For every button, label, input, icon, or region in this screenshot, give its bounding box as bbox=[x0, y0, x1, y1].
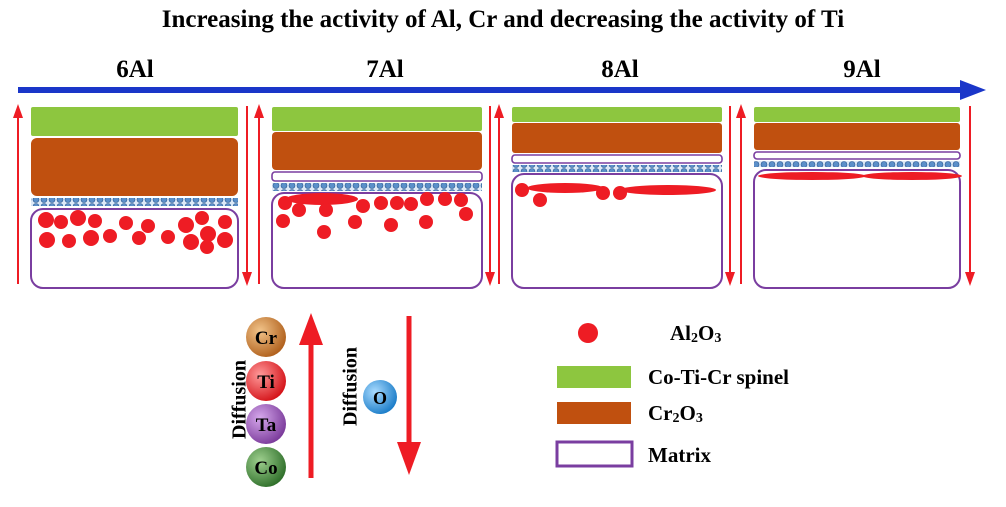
legend-spinel-label: Co-Ti-Cr spinel bbox=[648, 365, 789, 389]
ta-ball bbox=[246, 404, 286, 444]
stage-label-9al: 9Al bbox=[843, 56, 881, 83]
ti-ball bbox=[246, 361, 286, 401]
panel-8al-cr2o3-layer bbox=[512, 123, 722, 153]
panel-9al-cr2o3-layer bbox=[754, 123, 960, 150]
panel-8al bbox=[494, 104, 735, 289]
stage-label-7al: 7Al bbox=[366, 56, 404, 83]
cr-ball bbox=[246, 317, 286, 357]
legend-spinel-swatch bbox=[557, 366, 631, 388]
panel-7al bbox=[254, 104, 495, 289]
panel-7al-bead-layer bbox=[272, 183, 482, 191]
o-ball bbox=[363, 380, 397, 414]
ti-label: Ti bbox=[257, 372, 275, 393]
legend-matrix-swatch bbox=[555, 440, 634, 468]
panel-9al-matrix bbox=[753, 169, 961, 289]
panel-8al-matrix bbox=[511, 173, 723, 289]
panel-9al-al2o3-layer bbox=[758, 172, 962, 180]
legend-al2o3-swatch bbox=[578, 323, 598, 343]
legend-cr2o3-swatch bbox=[557, 402, 631, 424]
cr-label: Cr bbox=[255, 328, 278, 349]
panel-9al bbox=[736, 104, 975, 289]
legend-cr2o3-label: Cr2O3 bbox=[648, 401, 703, 426]
panel-7al-thin-matrix bbox=[271, 171, 483, 182]
panel-7al-spinel-layer bbox=[272, 107, 482, 131]
ta-label: Ta bbox=[256, 415, 277, 436]
stage-label-6al: 6Al bbox=[116, 56, 154, 83]
co-ball bbox=[246, 447, 286, 487]
outward-diffusion-label: Diffusion bbox=[228, 360, 251, 439]
panel-7al-al2o3-particles bbox=[276, 192, 473, 239]
panel-9al-spinel-layer bbox=[754, 107, 960, 122]
panel-9al-bead-layer bbox=[754, 161, 960, 167]
panel-6al-spinel-layer bbox=[31, 107, 238, 136]
panel-8al-al2o3-particles bbox=[515, 183, 716, 207]
panel-9al-thin-matrix bbox=[753, 151, 961, 160]
o-label: O bbox=[373, 388, 387, 408]
outward-diffusion: Cr Ti Ta Co bbox=[246, 313, 323, 487]
inward-diffusion: O bbox=[363, 316, 421, 475]
diagram-title: Increasing the activity of Al, Cr and de… bbox=[161, 6, 845, 33]
stage-label-8al: 8Al bbox=[601, 56, 639, 83]
panel-6al bbox=[13, 104, 252, 289]
panel-7al-cr2o3-layer bbox=[272, 132, 482, 170]
legend-matrix-label: Matrix bbox=[648, 443, 711, 467]
panel-8al-thin-matrix bbox=[511, 154, 723, 164]
panel-8al-bead-layer bbox=[512, 165, 722, 172]
panel-6al-al2o3-particles bbox=[38, 210, 233, 254]
activity-arrow-head bbox=[960, 80, 986, 100]
panel-6al-cr2o3-layer bbox=[31, 138, 238, 196]
panel-6al-bead-layer bbox=[31, 198, 238, 206]
panel-8al-spinel-layer bbox=[512, 107, 722, 122]
co-label: Co bbox=[254, 458, 277, 479]
legend-al2o3-label: Al2O3 bbox=[670, 321, 721, 346]
inward-diffusion-label: Diffusion bbox=[339, 347, 362, 426]
